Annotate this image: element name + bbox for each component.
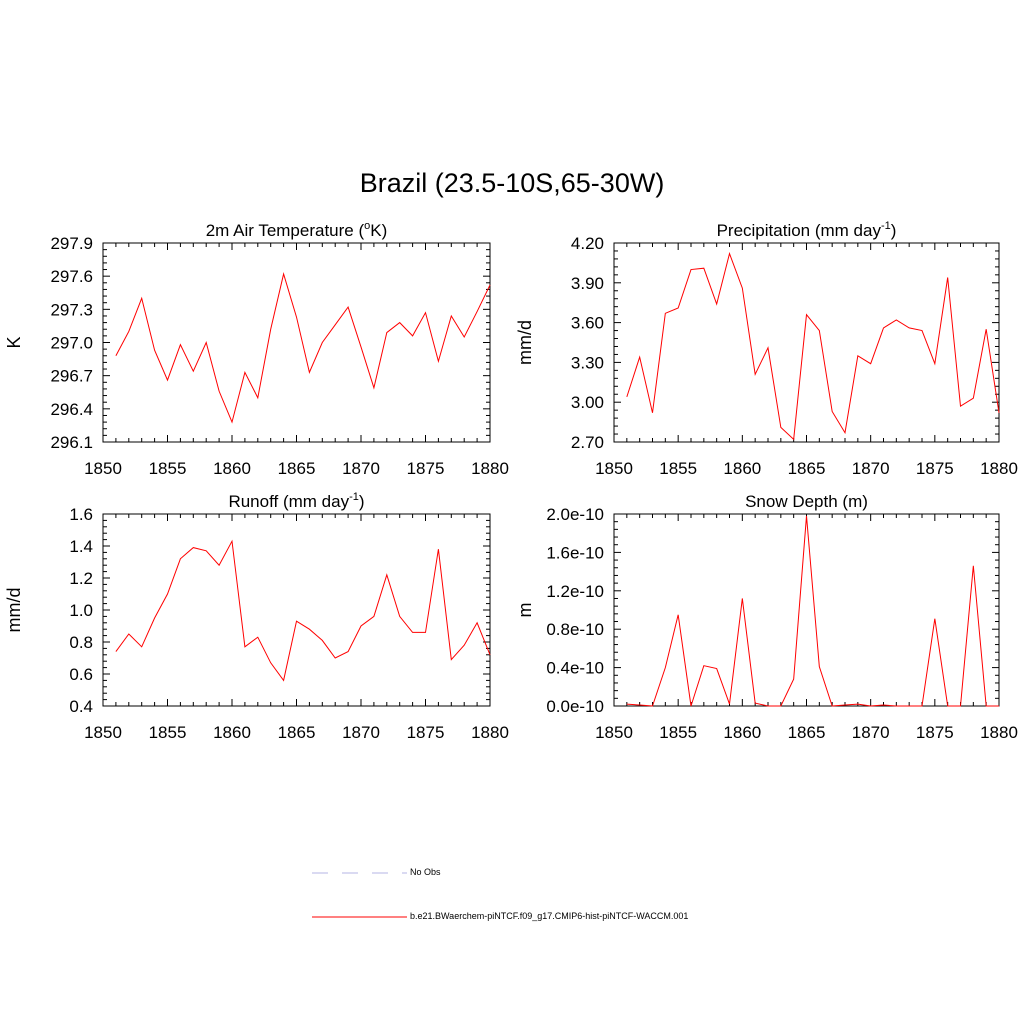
y-axis-label: mm/d: [515, 320, 535, 365]
y-tick-label: 296.7: [50, 367, 93, 386]
y-axis-label: mm/d: [4, 588, 24, 633]
y-tick-label: 3.60: [571, 314, 604, 333]
x-tick-label: 1865: [788, 459, 826, 478]
panel-title: 2m Air Temperature (oK): [206, 220, 388, 240]
y-tick-label: 296.1: [50, 433, 93, 452]
panel-title-text: Runoff (mm day: [228, 492, 349, 511]
y-tick-label: 0.4e-10: [546, 659, 604, 678]
y-tick-label: 1.6: [69, 505, 93, 524]
series-line: [626, 251, 1000, 441]
x-tick-label: 1860: [723, 459, 761, 478]
y-tick-label: 3.30: [571, 353, 604, 372]
y-tick-label: 1.2e-10: [546, 582, 604, 601]
y-tick-label: 0.0e-10: [546, 697, 604, 716]
y-tick-label: 4.20: [571, 234, 604, 253]
legend-obs-label: No Obs: [410, 867, 441, 877]
y-tick-label: 1.2: [69, 569, 93, 588]
x-tick-label: 1865: [278, 723, 316, 742]
panel-title-superscript: o: [364, 220, 370, 232]
x-tick-label: 1875: [916, 459, 954, 478]
series-line: [115, 539, 491, 682]
y-tick-label: 3.90: [571, 274, 604, 293]
series-line: [626, 515, 999, 707]
y-tick-label: 1.6e-10: [546, 543, 604, 562]
figure-title: Brazil (23.5-10S,65-30W): [359, 168, 665, 198]
panel-title-superscript: -1: [881, 220, 891, 232]
x-tick-label: 1880: [980, 723, 1018, 742]
panel-title-text: Precipitation (mm day: [717, 221, 882, 240]
panel-snow-depth: Snow Depth (m) m 1850 1855 1860 1865 1870 1875 1…: [515, 492, 1018, 742]
panel-title: Precipitation (mm day-1): [717, 220, 897, 240]
y-tick-label: 296.4: [50, 400, 93, 419]
y-axis-label: K: [4, 336, 24, 348]
panel-title-suffix: ): [891, 221, 897, 240]
series-line: [115, 272, 491, 424]
x-tick-label: 1875: [916, 723, 954, 742]
panel-temperature: 2m Air Temperature (oK) K 1850 1855 1860 1865…: [4, 220, 509, 478]
x-tick-label: 1855: [659, 723, 697, 742]
panel-title-text: 2m Air Temperature (: [206, 221, 365, 240]
x-tick-label: 1855: [149, 459, 187, 478]
x-tick-label: 1875: [407, 723, 445, 742]
y-tick-label: 297.3: [50, 300, 93, 319]
y-tick-label: 1.0: [69, 601, 93, 620]
x-tick-label: 1860: [213, 459, 251, 478]
panel-title: Runoff (mm day-1): [228, 491, 364, 511]
x-tick-label: 1880: [980, 459, 1018, 478]
y-tick-label: 297.0: [50, 334, 93, 353]
x-tick-label: 1850: [84, 459, 122, 478]
x-tick-label: 1850: [595, 723, 633, 742]
y-tick-label: 2.0e-10: [546, 505, 604, 524]
y-tick-label: 0.4: [69, 697, 93, 716]
panel-title-suffix: ): [359, 492, 365, 511]
x-tick-label: 1870: [342, 723, 380, 742]
x-tick-label: 1850: [84, 723, 122, 742]
y-tick-label: 0.8: [69, 633, 93, 652]
panel-runoff: Runoff (mm day-1) mm/d 1850 1855 1860 1865 187…: [4, 491, 509, 742]
x-tick-label: 1865: [278, 459, 316, 478]
x-tick-label: 1860: [213, 723, 251, 742]
panel-title-superscript: -1: [349, 491, 359, 503]
legend-model-label: b.e21.BWaerchem-piNTCF.f09_g17.CMIP6-his…: [410, 911, 689, 921]
y-tick-label: 297.9: [50, 234, 93, 253]
panel-title-suffix: K): [370, 221, 387, 240]
panel-title: Snow Depth (m): [745, 492, 868, 511]
x-tick-label: 1870: [342, 459, 380, 478]
x-tick-label: 1880: [471, 723, 509, 742]
y-axis-label: m: [515, 603, 535, 618]
panel-precipitation: Precipitation (mm day-1) mm/d 1850 1855 1860…: [515, 220, 1018, 478]
y-tick-label: 1.4: [69, 537, 93, 556]
panel-title-text: Snow Depth (m): [745, 492, 868, 511]
y-tick-label: 297.6: [50, 267, 93, 286]
x-tick-label: 1850: [595, 459, 633, 478]
x-tick-label: 1870: [852, 723, 890, 742]
x-tick-label: 1870: [852, 459, 890, 478]
x-tick-label: 1860: [723, 723, 761, 742]
x-tick-label: 1865: [788, 723, 826, 742]
x-tick-label: 1880: [471, 459, 509, 478]
x-tick-label: 1855: [659, 459, 697, 478]
y-tick-label: 3.00: [571, 393, 604, 412]
y-tick-label: 0.8e-10: [546, 620, 604, 639]
y-tick-label: 0.6: [69, 665, 93, 684]
y-tick-label: 2.70: [571, 433, 604, 452]
x-tick-label: 1875: [407, 459, 445, 478]
x-tick-label: 1855: [149, 723, 187, 742]
